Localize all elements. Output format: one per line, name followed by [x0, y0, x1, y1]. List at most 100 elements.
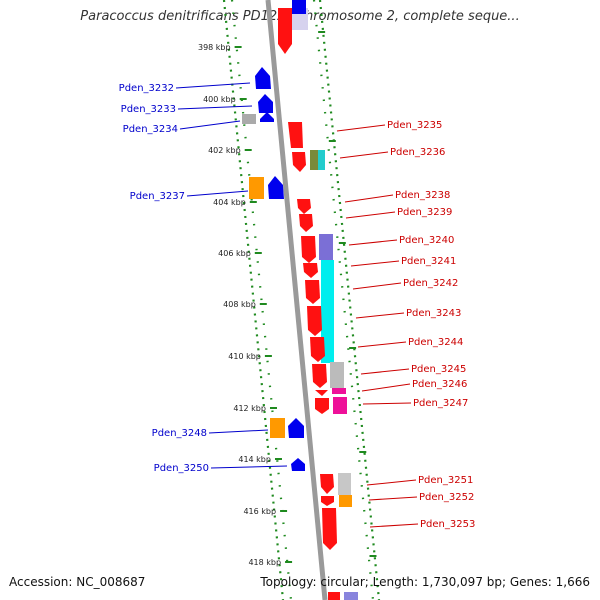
gene-arrow [328, 592, 340, 600]
label-leader-line [208, 429, 269, 434]
kbp-tick-label: 402 kbp [208, 146, 241, 155]
kbp-tick-label: 418 kbp [248, 558, 281, 567]
cog-block [319, 234, 333, 260]
gene-arrow [315, 390, 328, 396]
gene-label-right[interactable]: Pden_3245 [411, 364, 466, 375]
cog-block [344, 592, 358, 600]
gene-label-right[interactable]: Pden_3239 [397, 207, 452, 218]
gene-arrow [310, 337, 325, 362]
label-leader-line [186, 190, 249, 197]
label-leader-line [339, 151, 389, 159]
ring-dotted-line [318, 0, 381, 600]
label-leader-line [357, 341, 407, 348]
gene-arrow [260, 112, 274, 122]
label-leader-line [348, 239, 398, 246]
gene-label-right[interactable]: Pden_3240 [399, 235, 454, 246]
label-leader-line [368, 496, 418, 501]
cog-block [339, 495, 352, 507]
kbp-scale: 398 kbp 400 kbp 402 kbp 404 kbp 406 kbp 408 k… [198, 31, 377, 567]
cog-block [310, 150, 318, 170]
accession-text: Accession: NC_008687 [9, 575, 146, 589]
ring-dotted-line [312, 0, 375, 600]
cog-block [318, 150, 325, 170]
gene-label-left[interactable]: Pden_3248 [152, 428, 207, 439]
gene-arrow [292, 0, 306, 14]
gene-label-right[interactable]: Pden_3246 [412, 379, 467, 390]
gene-arrow [320, 474, 334, 494]
kbp-tick-label: 406 kbp [218, 249, 251, 258]
kbp-tick-label: 408 kbp [223, 300, 256, 309]
gene-arrow [312, 364, 327, 388]
gene-arrow [305, 280, 320, 304]
gene-arrow [291, 458, 305, 471]
label-leader-line [350, 260, 400, 267]
gene-label-right[interactable]: Pden_3236 [390, 147, 445, 158]
cog-block [242, 114, 256, 124]
label-leader-line [344, 194, 394, 203]
gene-arrow [292, 152, 306, 172]
gene-arrow [288, 122, 303, 148]
label-leader-line [360, 368, 410, 375]
gene-label-right[interactable]: Pden_3241 [401, 256, 456, 267]
gene-arrow [255, 67, 271, 89]
label-leader-line [361, 383, 411, 392]
gene-label-left[interactable]: Pden_3250 [154, 463, 209, 474]
label-leader-line [175, 82, 251, 89]
kbp-tick-label: 412 kbp [233, 404, 266, 413]
label-leader-line [210, 465, 288, 469]
gene-arrow [307, 306, 322, 336]
kbp-tick-label: 398 kbp [198, 43, 231, 52]
gene-label-left[interactable]: Pden_3232 [119, 83, 174, 94]
topology-text: Topology: circular; Length: 1,730,097 bp… [260, 575, 590, 589]
gene-label-right[interactable]: Pden_3244 [408, 337, 463, 348]
gene-label-right[interactable]: Pden_3251 [418, 475, 473, 486]
gene-label-left[interactable]: Pden_3237 [130, 191, 185, 202]
gene-arrow [258, 94, 273, 113]
cog-block [321, 260, 334, 363]
gene-label-right[interactable]: Pden_3243 [406, 308, 461, 319]
gene-label-right[interactable]: Pden_3253 [420, 519, 475, 530]
label-leader-line [177, 105, 253, 110]
label-leader-line [336, 124, 386, 132]
cog-block [249, 177, 264, 199]
ring-dotted-line [222, 0, 285, 600]
gene-label-left[interactable]: Pden_3234 [123, 124, 178, 135]
gene-arrow [278, 8, 292, 54]
gene-label-right[interactable]: Pden_3247 [413, 398, 468, 409]
gene-label-right[interactable]: Pden_3242 [403, 278, 458, 289]
gene-label-right[interactable]: Pden_3252 [419, 492, 474, 503]
kbp-tick-label: 414 kbp [238, 455, 271, 464]
label-leader-line [179, 120, 241, 130]
gene-label-right[interactable]: Pden_3235 [387, 120, 442, 131]
cog-block [333, 397, 347, 414]
gene-arrow [315, 398, 329, 414]
reverse-strand-genes [255, 0, 306, 471]
chromosome-backbone [265, 0, 328, 600]
gene-arrow [299, 214, 313, 232]
label-leader-line [366, 479, 417, 486]
cog-block [330, 362, 344, 388]
kbp-tick-label: 404 kbp [213, 198, 246, 207]
gene-label-right[interactable]: Pden_3238 [395, 190, 450, 201]
gene-label-left[interactable]: Pden_3233 [121, 104, 176, 115]
kbp-tick-label: 410 kbp [228, 352, 261, 361]
kbp-tick-label: 416 kbp [243, 507, 276, 516]
label-leader-line [352, 282, 402, 290]
gene-arrow [322, 508, 337, 550]
gene-labels: Pden_3232 Pden_3233 Pden_3234 Pden_3237 Pden… [119, 83, 476, 530]
gene-arrow [321, 496, 334, 506]
label-leader-line [345, 211, 396, 219]
label-leader-line [355, 312, 405, 319]
kbp-tick-label: 400 kbp [203, 95, 236, 104]
label-leader-line [369, 523, 419, 528]
cog-block [332, 388, 346, 394]
label-leader-line [362, 402, 412, 405]
label-leaders [175, 82, 419, 528]
gene-arrow [297, 199, 311, 214]
forward-strand-genes [278, 8, 340, 600]
gene-arrow [268, 176, 284, 199]
cog-block [270, 418, 285, 438]
cog-block [338, 473, 351, 495]
